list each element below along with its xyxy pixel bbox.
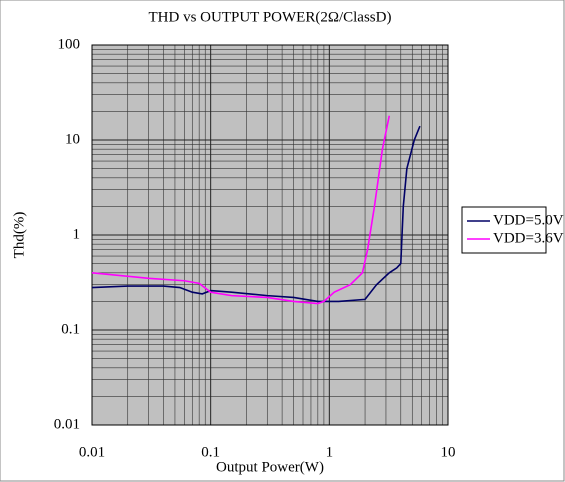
y-tick-label: 100 [58,36,81,52]
y-tick-label: 1 [73,226,81,242]
legend-label: VDD=5.0V [493,212,564,228]
legend-box [461,206,547,254]
x-tick-label: 0.1 [201,444,220,460]
y-tick-label: 10 [65,131,80,147]
x-tick-label: 10 [441,444,456,460]
x-axis-label: Output Power(W) [216,459,324,475]
series-line [91,115,391,305]
y-axis-label: Thd(%) [11,212,27,259]
x-tick-label: 0.01 [79,444,105,460]
series-line [91,125,421,303]
x-tick-label: 1 [326,444,334,460]
plot-border [91,44,449,426]
y-tick-label: 0.1 [61,321,80,337]
legend-label: VDD=3.6V [493,230,564,246]
chart-title: THD vs OUTPUT POWER(2Ω/ClassD) [149,9,392,25]
y-tick-label: 0.01 [54,416,80,432]
